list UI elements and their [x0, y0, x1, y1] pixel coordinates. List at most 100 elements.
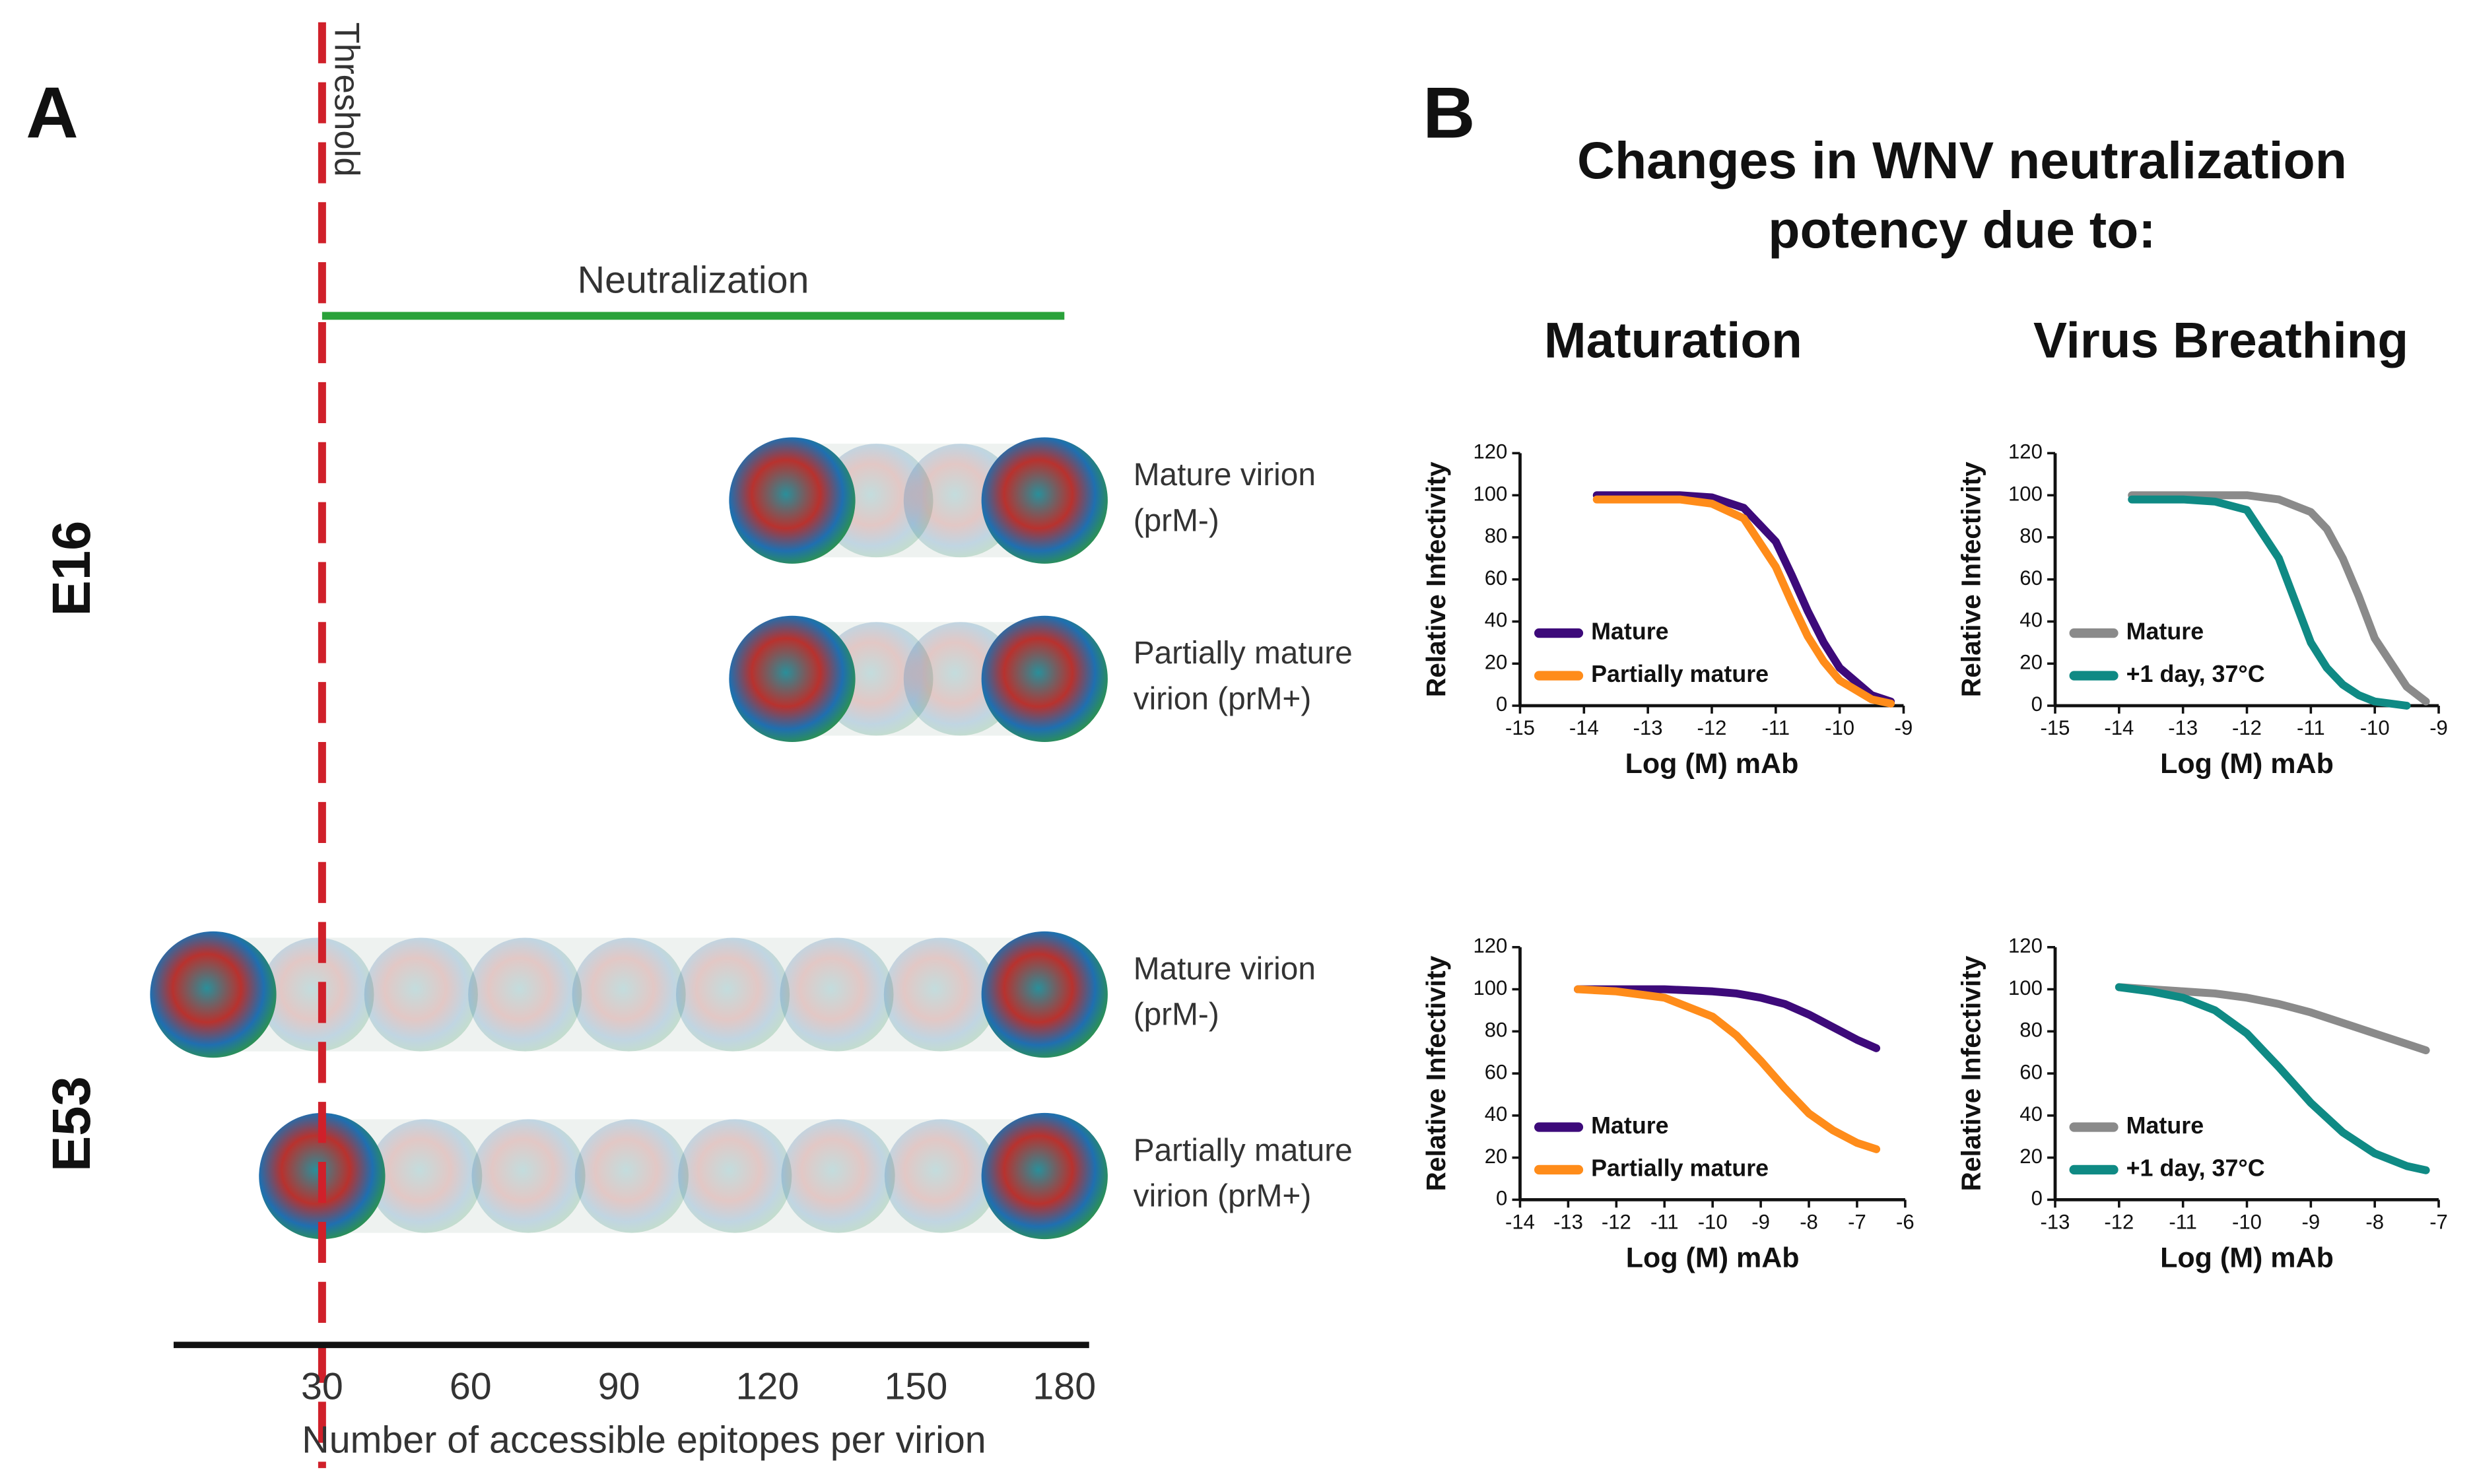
x-tick-label: -6	[1896, 1210, 1915, 1233]
y-tick-label: 100	[2008, 482, 2043, 505]
y-tick-label: 60	[2019, 1060, 2043, 1083]
x-axis-label: Log (M) mAb	[2160, 1242, 2334, 1274]
y-tick-label: 80	[1485, 524, 1508, 547]
faded-virion	[574, 1119, 689, 1233]
virion	[981, 437, 1108, 564]
y-tick-label: 60	[1485, 566, 1508, 590]
x-tick-label: 90	[598, 1365, 640, 1407]
y-tick-label: 100	[1473, 976, 1507, 999]
y-tick-label: 40	[1485, 609, 1508, 632]
y-tick-label: 0	[1496, 692, 1507, 716]
faded-virion	[572, 937, 686, 1052]
x-tick-label: -11	[2169, 1210, 2197, 1233]
legend-label: Partially mature	[1591, 1155, 1769, 1181]
x-tick-label: -9	[2302, 1210, 2321, 1233]
x-axis-label: Log (M) mAb	[1626, 1242, 1800, 1274]
row-label: Mature virion	[1134, 951, 1316, 986]
faded-virion	[883, 937, 998, 1052]
row-label: (prM-)	[1134, 997, 1219, 1032]
y-tick-label: 80	[2019, 1019, 2043, 1042]
virion	[729, 437, 856, 564]
x-tick-label: 150	[885, 1365, 948, 1407]
virion	[981, 615, 1108, 742]
y-tick-label: 100	[1473, 482, 1507, 505]
series-line	[1574, 985, 1881, 1153]
faded-virion	[780, 937, 894, 1052]
faded-virion	[260, 937, 374, 1052]
x-axis-label: Number of accessible epitopes per virion	[302, 1419, 986, 1462]
x-tick-label: -13	[1553, 1210, 1583, 1233]
series-line	[1592, 491, 1895, 706]
y-tick-label: 0	[2031, 1187, 2043, 1210]
x-tick-label: -15	[2041, 716, 2070, 739]
y-tick-label: 120	[1473, 934, 1507, 957]
group-label: E53	[42, 1076, 102, 1172]
y-tick-label: 20	[2019, 650, 2043, 673]
x-tick-label: -9	[1895, 716, 1913, 739]
series-line	[2128, 495, 2411, 710]
legend-label: +1 day, 37°C	[2126, 661, 2265, 687]
y-axis-label: Relative Infectivity	[1955, 461, 1986, 697]
series-line	[1592, 495, 1895, 708]
y-tick-label: 20	[1485, 1145, 1508, 1168]
x-tick-label: 120	[736, 1365, 799, 1407]
faded-virion	[884, 1119, 999, 1233]
x-tick-label: -13	[2041, 1210, 2070, 1233]
y-tick-label: 40	[1485, 1102, 1508, 1126]
row-label: Partially mature	[1134, 1133, 1353, 1168]
neutralization-label: Neutralization	[578, 259, 809, 301]
y-tick-label: 120	[2008, 934, 2043, 957]
x-tick-label: -12	[2232, 716, 2262, 739]
row-label: (prM-)	[1134, 503, 1219, 538]
column-title: Maturation	[1544, 313, 1802, 369]
row-label: Partially mature	[1134, 636, 1353, 671]
legend-label: Partially mature	[1591, 661, 1769, 687]
group-label: E16	[42, 521, 102, 617]
y-tick-label: 80	[2019, 524, 2043, 547]
y-tick-label: 100	[2008, 976, 2043, 999]
series-line	[2128, 491, 2430, 706]
heading: potency due to:	[1768, 201, 2155, 259]
x-tick-label: -10	[1825, 716, 1854, 739]
x-tick-label: -14	[2104, 716, 2134, 739]
x-tick-label: -9	[2429, 716, 2448, 739]
x-tick-label: 60	[450, 1365, 492, 1407]
x-tick-label: -7	[2429, 1210, 2448, 1233]
virion	[729, 615, 856, 742]
y-tick-label: 20	[1485, 650, 1508, 673]
faded-virion	[471, 1119, 586, 1233]
legend-label: Mature	[2126, 1112, 2204, 1139]
x-tick-label: -12	[1602, 1210, 1631, 1233]
y-tick-label: 0	[2031, 692, 2043, 716]
x-tick-label: 180	[1033, 1365, 1096, 1407]
x-tick-label: -13	[2168, 716, 2198, 739]
x-tick-label: -14	[1505, 1210, 1535, 1233]
row-label: virion (prM+)	[1134, 1179, 1312, 1214]
series-line	[2115, 983, 2430, 1055]
x-tick-label: -11	[2297, 716, 2325, 739]
x-tick-label: -12	[2104, 1210, 2134, 1233]
panel-label: B	[1423, 73, 1475, 154]
faded-virion	[364, 937, 478, 1052]
x-tick-label: -11	[1761, 716, 1790, 739]
faded-virion	[781, 1119, 895, 1233]
y-tick-label: 60	[1485, 1060, 1508, 1083]
series-line	[2115, 983, 2430, 1174]
x-axis-label: Log (M) mAb	[2160, 748, 2334, 780]
legend-label: Mature	[1591, 618, 1669, 644]
faded-virion	[468, 937, 582, 1052]
x-tick-label: -8	[1800, 1210, 1818, 1233]
threshold-label: Threshold	[327, 22, 366, 177]
faded-virion	[678, 1119, 792, 1233]
y-tick-label: 120	[2008, 440, 2043, 463]
row-label: virion (prM+)	[1134, 681, 1312, 716]
legend-label: +1 day, 37°C	[2126, 1155, 2265, 1181]
y-axis-label: Relative Infectivity	[1421, 461, 1451, 697]
x-tick-label: -11	[1650, 1210, 1679, 1233]
y-tick-label: 40	[2019, 1102, 2043, 1126]
virion	[981, 931, 1108, 1058]
x-tick-label: -13	[1633, 716, 1663, 739]
x-tick-label: -10	[2360, 716, 2390, 739]
